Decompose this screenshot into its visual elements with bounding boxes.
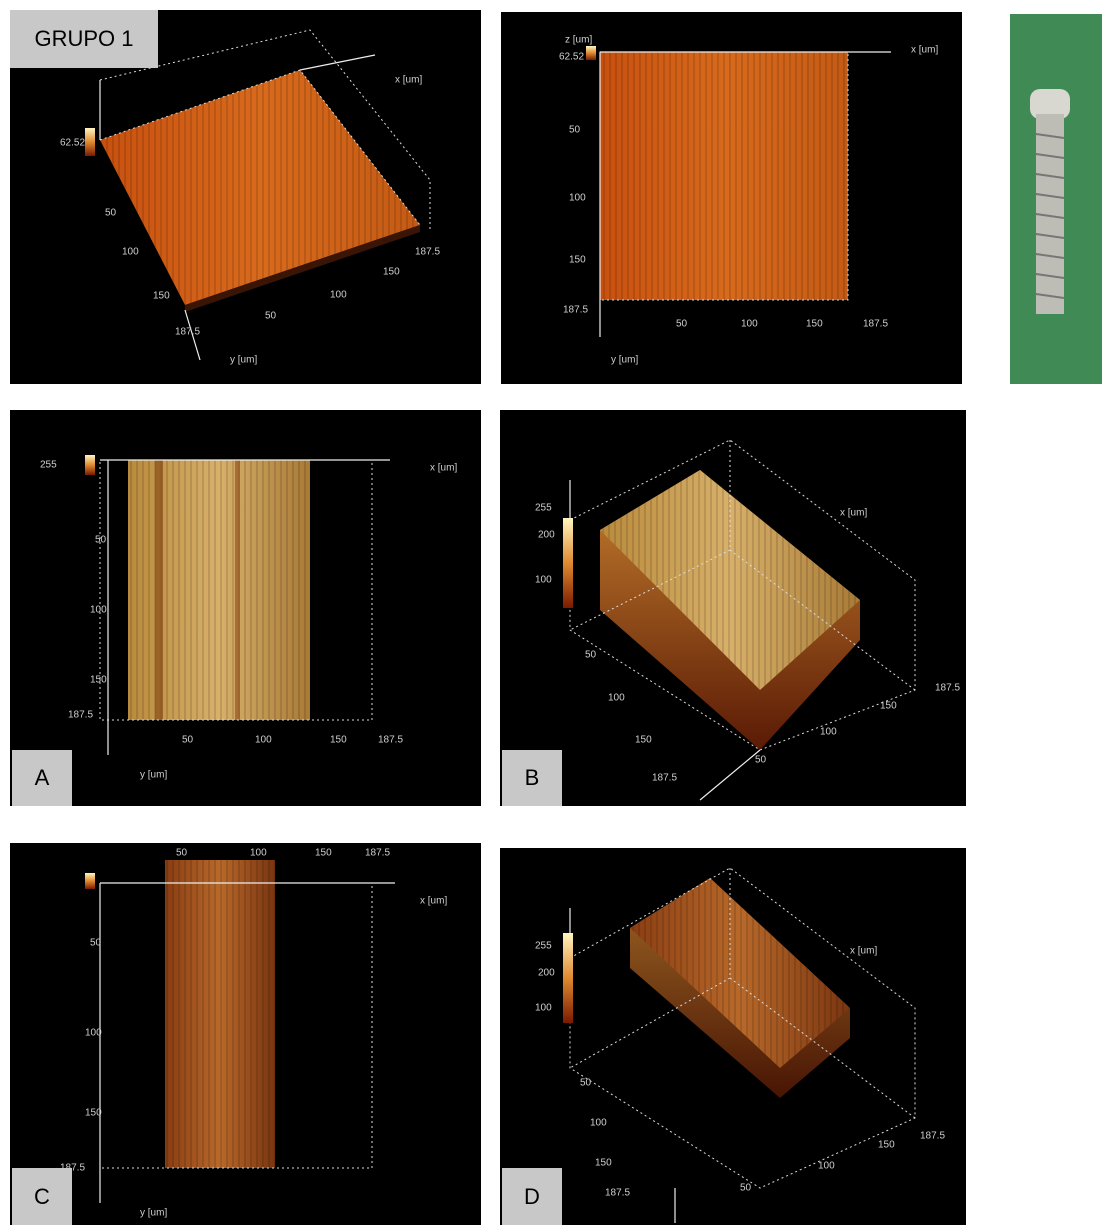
panel-label: A (12, 750, 72, 806)
figure: 62.52 50 100 150 187.5 50 100 150 187.5 x [um] y [… (0, 0, 1102, 1225)
axis-text: z [um] (565, 35, 592, 46)
axis-text: y [um] (611, 355, 638, 366)
axis-text: 50 (176, 848, 188, 859)
group-label: GRUPO 1 (10, 10, 158, 68)
axis-text: 150 (315, 848, 332, 859)
axis-text: 255 (535, 503, 552, 514)
axis-text: 50 (105, 208, 117, 219)
axis-text: 255 (535, 941, 552, 952)
axis-text: y [um] (140, 770, 167, 781)
axis-text: 187.5 (68, 710, 93, 721)
panel-label: D (502, 1168, 562, 1225)
axis-text: 187.5 (652, 773, 677, 784)
panel-label: C (12, 1168, 72, 1225)
screw (1010, 14, 1102, 384)
axis-text: 50 (95, 535, 107, 546)
axis-text: 150 (806, 319, 823, 330)
axis-text: 150 (90, 675, 107, 686)
axis-text: 187.5 (863, 319, 888, 330)
axis-text: 187.5 (920, 1131, 945, 1142)
axis-text: 100 (818, 1161, 835, 1172)
axis-text: 50 (265, 311, 277, 322)
axis-text: 150 (569, 255, 586, 266)
axis-text: 50 (182, 735, 194, 746)
axis-text: 100 (90, 605, 107, 616)
surface-top: 255 50 100 150 187.5 50 100 150 187.5 x [um] y [um… (10, 410, 481, 806)
axis-text: 100 (590, 1118, 607, 1129)
surface-3d: 255 200 100 50 100 150 187.5 50 100 150 187.5 x [um… (500, 410, 966, 806)
axis-text: x [um] (430, 463, 457, 474)
axis-text: 100 (122, 247, 139, 258)
axis-text: 50 (90, 938, 102, 949)
axis-text: x [um] (850, 946, 877, 957)
surface-3d: 255 200 100 50 100 150 187.5 50 100 150 187.5 x [um… (500, 848, 966, 1225)
axis-text: 100 (535, 1003, 552, 1014)
axis-text: 100 (569, 193, 586, 204)
axis-text: 50 (585, 650, 597, 661)
axis-text: y [um] (140, 1208, 167, 1219)
axis-text: 62.52 (559, 52, 584, 63)
axis-text: 100 (255, 735, 272, 746)
axis-text: 100 (330, 290, 347, 301)
axis-text: 150 (153, 291, 170, 302)
axis-text: x [um] (840, 508, 867, 519)
axis-text: 100 (741, 319, 758, 330)
axis-text: x [um] (395, 75, 422, 86)
screw-photo (1010, 14, 1102, 384)
axis-text: 187.5 (365, 848, 390, 859)
axis-text: 100 (85, 1028, 102, 1039)
axis-text: 150 (330, 735, 347, 746)
axis-text: 100 (250, 848, 267, 859)
axis-text: 50 (569, 125, 581, 136)
axis-text: y [um] (230, 355, 257, 366)
axis-text: 62.52 (60, 138, 85, 149)
axis-text: 150 (635, 735, 652, 746)
axis-text: 50 (740, 1183, 752, 1194)
axis-text: 150 (383, 267, 400, 278)
axis-text: 100 (608, 693, 625, 704)
axis-text: 50 (676, 319, 688, 330)
axis-text: 100 (820, 727, 837, 738)
axis-text: 187.5 (175, 327, 200, 338)
axis-text: 187.5 (605, 1188, 630, 1199)
axis-text: 255 (40, 460, 57, 471)
axis-text: x [um] (911, 45, 938, 56)
axis-text: 200 (538, 530, 555, 541)
axis-text: 100 (535, 575, 552, 586)
axis-text: 50 (580, 1078, 592, 1089)
axis-text: 200 (538, 968, 555, 979)
axis-text: 150 (880, 701, 897, 712)
axis-text: 150 (85, 1108, 102, 1119)
axis-text: 150 (595, 1158, 612, 1169)
axis-text: 150 (878, 1140, 895, 1151)
axis-text: 50 (755, 755, 767, 766)
axis-text: 187.5 (935, 683, 960, 694)
axis-text: 187.5 (378, 735, 403, 746)
axis-text: 187.5 (563, 305, 588, 316)
panel-label: B (502, 750, 562, 806)
axis-text: 187.5 (415, 247, 440, 258)
surface-top: z [um] 62.52 50 100 150 187.5 50 100 150 187.5 x [… (501, 12, 962, 384)
axis-text: x [um] (420, 896, 447, 907)
